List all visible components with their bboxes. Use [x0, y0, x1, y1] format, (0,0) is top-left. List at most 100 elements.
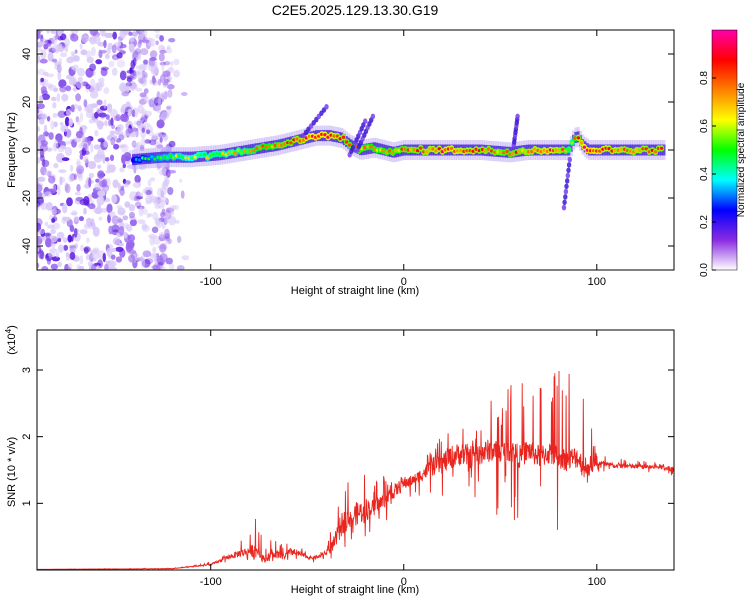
x-tick-label: 0: [401, 276, 407, 288]
spectrogram-noise-cell: [108, 60, 115, 68]
spectrogram-noise-cell: [71, 65, 75, 70]
spectrogram-noise-cell: [162, 82, 169, 86]
spectrogram-noise-cell: [130, 127, 139, 132]
spectrogram-noise-cell: [47, 224, 55, 229]
spectrogram-noise-cell: [164, 175, 168, 182]
spectrogram-streak-cell: [562, 199, 567, 206]
spectrogram-noise-cell: [64, 116, 70, 127]
spectrogram-noise-cell: [92, 247, 100, 254]
spectrogram-noise-cell: [98, 112, 107, 118]
spectrogram-noise-cell: [97, 190, 106, 197]
spectrogram-noise-cell: [170, 210, 175, 216]
y-tick-label: -20: [21, 190, 33, 206]
colorbar-label: Normalized spectral amplitude: [736, 82, 747, 217]
spectrogram-noise-cell: [44, 170, 53, 176]
spectrogram-noise-cell: [69, 224, 75, 232]
spectrogram-noise-cell: [116, 59, 126, 68]
spectrogram-noise-cell: [58, 169, 67, 174]
spectrogram-noise-cell: [105, 53, 110, 60]
spectrogram-noise-cell: [168, 38, 176, 43]
spectrogram-noise-cell: [45, 238, 52, 248]
spectrogram-noise-cell: [135, 71, 143, 80]
spectrogram-noise-cell: [60, 52, 67, 58]
spectrogram-ridge-core: [653, 150, 658, 154]
spectrogram-noise-cell: [124, 222, 129, 230]
spectrogram-noise-cell: [124, 105, 133, 110]
spectrogram-noise-cell: [97, 203, 101, 213]
spectrogram-noise-cell: [100, 207, 108, 213]
spectrogram-noise-cell: [110, 137, 116, 146]
spectrogram-noise-cell: [37, 176, 46, 182]
spectrogram-noise-cell: [79, 43, 83, 50]
spectrogram-noise-cell: [93, 118, 100, 124]
spectrogram-noise-cell: [76, 184, 81, 192]
spectrogram-noise-cell: [40, 77, 44, 82]
spectrogram-noise-cell: [157, 261, 164, 266]
colorbar-strip: [711, 29, 738, 271]
spectrogram-noise-cell: [166, 45, 171, 50]
spectrogram-noise-cell: [98, 216, 103, 221]
spectrogram-noise-cell: [156, 122, 163, 128]
spectrogram-noise-cell: [47, 83, 53, 89]
spectrogram-streak-cell: [566, 162, 572, 168]
spectrogram-noise-cell: [97, 41, 105, 47]
spectrogram-noise-cell: [105, 169, 111, 174]
spectrogram-noise-cell: [154, 141, 163, 149]
spectrogram-noise-cell: [37, 203, 40, 211]
spectrogram-noise-cell: [37, 262, 40, 269]
spectrogram-noise-cell: [64, 182, 69, 193]
spectrogram-noise-cell: [104, 263, 109, 270]
spectrogram-noise-cell: [62, 237, 68, 243]
spectrogram-y-ticks: -40 -20 0 20 40: [21, 48, 674, 254]
spectrogram-noise-cell: [39, 155, 45, 162]
spectrogram-noise-cell: [57, 30, 63, 37]
spectrogram-noise-cell: [80, 49, 88, 56]
spectrogram-noise-cell: [64, 140, 71, 145]
spectrogram-noise-cell: [145, 189, 152, 196]
x-tick-label: -100: [200, 576, 222, 588]
spectrogram-noise-cell: [61, 157, 70, 162]
spectrogram-noise-cell: [79, 255, 84, 265]
spectrogram-noise-cell: [83, 99, 88, 108]
spectrogram-noise-cell: [39, 58, 48, 64]
spectrogram-noise-cell: [176, 265, 185, 270]
spectrogram-noise-cell: [139, 92, 147, 98]
spectrogram-noise-cell: [155, 220, 163, 229]
spectrogram-noise-cell: [137, 40, 142, 49]
spectrogram-noise-cell: [167, 187, 174, 195]
spectrogram-noise-cell: [156, 91, 161, 101]
spectrogram-noise-cell: [96, 195, 105, 206]
spectrogram-noise-cell: [110, 254, 116, 260]
spectrogram-noise-cell: [67, 234, 73, 243]
spectrogram-noise-cell: [149, 177, 156, 182]
snr-scale-label: (x104): [4, 325, 18, 355]
spectrogram-noise-cell: [131, 141, 138, 147]
spectrogram-noise-cell: [173, 58, 180, 66]
spectrogram-noise-cell: [129, 68, 134, 73]
spectrogram-noise-cell: [60, 125, 69, 132]
spectrogram-noise-cell: [68, 244, 77, 249]
spectrogram-noise-cell: [58, 57, 63, 66]
spectrogram-noise-cell: [37, 149, 41, 155]
spectrogram-noise-cell: [108, 225, 113, 235]
spectrogram-noise-cell: [152, 77, 157, 84]
spectrogram-noise-cell: [140, 258, 146, 268]
spectrogram-noise-cell: [138, 39, 142, 45]
spectrogram-noise-cell: [135, 65, 142, 70]
x-tick-label: 100: [588, 576, 606, 588]
spectrogram-noise-cell: [113, 56, 118, 61]
spectrogram-noise-cell: [80, 244, 85, 252]
spectrogram-noise-cell: [79, 112, 84, 122]
spectrogram-noise-cell: [43, 232, 51, 237]
spectrogram-noise-cell: [156, 255, 163, 264]
spectrogram-noise-cell: [116, 218, 124, 223]
spectrogram-noise-cell: [104, 157, 110, 162]
colorbar-tick-label: 0.4: [699, 167, 710, 181]
spectrogram-noise-cell: [37, 48, 43, 52]
spectrogram-noise-cell: [110, 117, 114, 126]
spectrogram-noise-cell: [52, 102, 57, 109]
spectrogram-noise-cell: [141, 208, 148, 215]
spectrogram-noise-cell: [57, 110, 66, 118]
spectrogram-noise-cell: [50, 120, 55, 130]
spectrogram-noise-cell: [69, 55, 78, 61]
